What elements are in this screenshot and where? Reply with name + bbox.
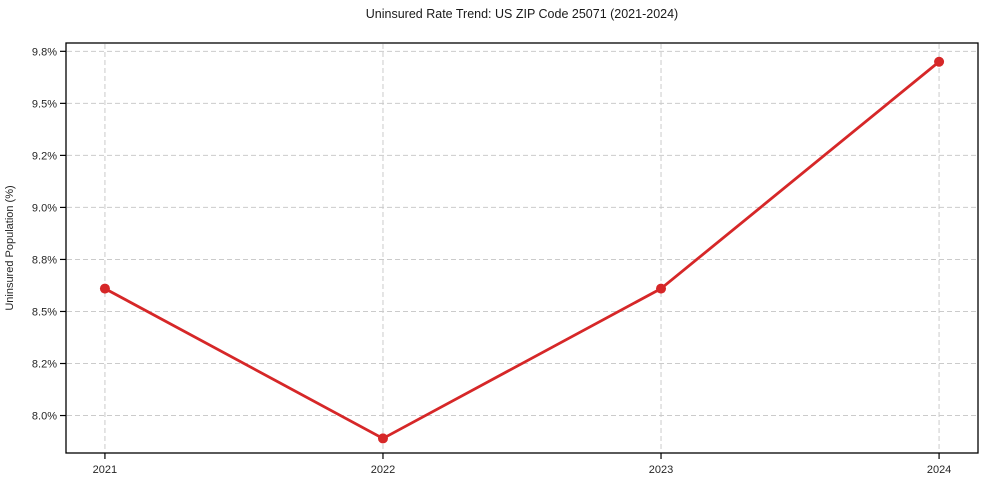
y-axis-label: Uninsured Population (%): [4, 185, 16, 311]
y-tick-label: 8.2%: [32, 359, 57, 371]
y-tick-label: 9.2%: [32, 150, 57, 162]
x-tick-label: 2023: [649, 464, 673, 476]
data-point: [377, 433, 388, 444]
x-tick-label: 2022: [371, 464, 395, 476]
y-tick-label: 8.0%: [32, 411, 57, 423]
y-tick-label: 8.5%: [32, 306, 57, 318]
y-tick-label: 9.0%: [32, 202, 57, 214]
trend-line: [103, 60, 941, 440]
x-tick-label: 2024: [927, 464, 951, 476]
chart-title: Uninsured Rate Trend: US ZIP Code 25071 …: [365, 7, 679, 21]
y-tick-label: 9.8%: [32, 46, 57, 58]
x-tick-label: 2021: [93, 464, 117, 476]
y-tick-label: 8.8%: [32, 254, 57, 266]
data-point: [656, 283, 667, 294]
plot-border: [65, 42, 979, 454]
data-point: [934, 56, 945, 67]
y-tick-label: 9.5%: [32, 98, 57, 110]
data-point: [99, 283, 110, 294]
